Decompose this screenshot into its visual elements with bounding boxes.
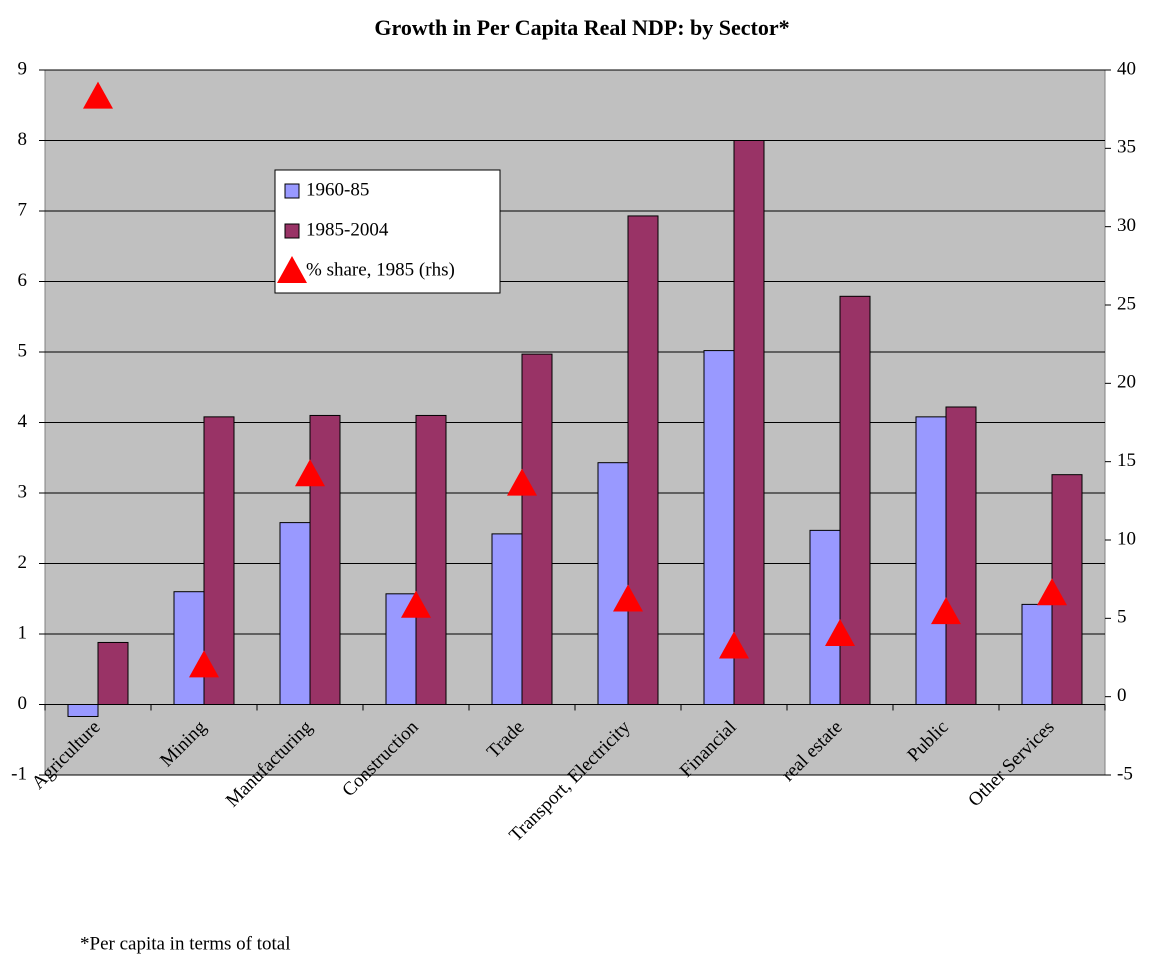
y-tick-label: 4 xyxy=(18,411,28,432)
y-tick-label: 8 xyxy=(18,129,28,150)
y2-tick-label: 20 xyxy=(1117,372,1136,393)
marker-triangle xyxy=(825,619,855,646)
bar xyxy=(415,414,447,705)
y2-tick-label: 10 xyxy=(1117,528,1136,549)
y2-tick-label: 25 xyxy=(1117,293,1136,314)
y2-tick-label: 15 xyxy=(1117,450,1136,471)
legend-swatch xyxy=(284,223,300,239)
y2-tick-label: 35 xyxy=(1117,137,1136,158)
marker-triangle xyxy=(401,590,431,618)
bar xyxy=(279,522,311,705)
bar xyxy=(521,353,553,705)
marker-triangle xyxy=(613,584,643,612)
legend-swatch xyxy=(284,183,300,199)
bar xyxy=(203,416,235,705)
y-tick-label: 5 xyxy=(18,340,28,361)
y2-tick-label: 0 xyxy=(1117,685,1127,706)
bar xyxy=(97,641,129,706)
y-tick-label: 3 xyxy=(18,481,28,502)
y-tick-label: 2 xyxy=(18,552,28,573)
y-tick-label: 6 xyxy=(18,270,28,291)
bar xyxy=(597,462,629,705)
bar xyxy=(627,215,659,705)
y-tick-label: 7 xyxy=(18,199,28,220)
chart-title: Growth in Per Capita Real NDP: by Sector… xyxy=(374,15,789,40)
marker-triangle xyxy=(277,256,307,283)
y-tick-label: 1 xyxy=(18,622,28,643)
y-tick-label: -1 xyxy=(11,763,27,784)
bar xyxy=(309,414,341,705)
marker-triangle xyxy=(189,650,219,678)
legend-label: 1985-2004 xyxy=(306,219,389,240)
legend-label: 1960-85 xyxy=(306,179,369,200)
legend-box xyxy=(274,169,501,294)
legend-label: % share, 1985 (rhs) xyxy=(306,259,455,280)
bar xyxy=(67,704,99,717)
bar xyxy=(173,591,205,706)
bar xyxy=(809,529,841,705)
footnote: *Per capita in terms of total xyxy=(80,933,291,954)
marker-triangle xyxy=(507,468,537,496)
bar xyxy=(733,140,765,705)
bar xyxy=(915,416,947,705)
y-tick-label: 0 xyxy=(18,693,28,714)
y2-tick-label: 30 xyxy=(1117,215,1136,236)
y2-tick-label: 40 xyxy=(1117,58,1136,79)
marker-triangle xyxy=(719,631,749,659)
marker-triangle xyxy=(931,597,961,625)
y2-tick-label: -5 xyxy=(1117,763,1133,784)
bar xyxy=(1021,603,1053,706)
y2-tick-label: 5 xyxy=(1117,607,1127,628)
bar xyxy=(945,406,977,705)
marker-triangle xyxy=(83,81,113,109)
y-tick-label: 9 xyxy=(18,58,28,79)
bar xyxy=(491,533,523,706)
marker-triangle xyxy=(1037,578,1067,606)
marker-triangle xyxy=(295,459,325,487)
